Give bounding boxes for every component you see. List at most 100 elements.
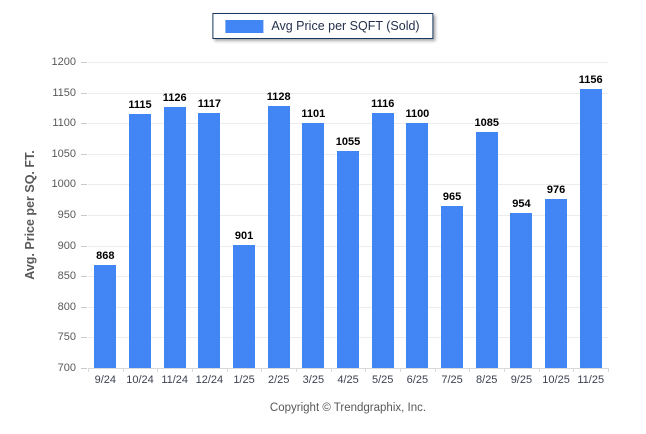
y-axis-tick-mark: [81, 368, 87, 369]
copyright-footer: Copyright © Trendgraphix, Inc.: [269, 402, 427, 414]
x-axis-label: 3/25: [302, 374, 325, 386]
gridline: [88, 123, 608, 124]
y-axis-tick-mark: [81, 93, 87, 94]
bar-column: 1085: [469, 117, 504, 368]
bar[interactable]: [337, 151, 360, 368]
bar-value-label: 1117: [197, 98, 221, 110]
bar-value-label: 1085: [474, 117, 499, 129]
bar-value-label: 1100: [405, 108, 430, 120]
x-axis-tick-mark: [157, 368, 159, 372]
y-axis-tick-label: 1100: [52, 117, 76, 129]
y-axis-tick-label: 800: [57, 301, 76, 313]
legend-swatch-icon: [225, 19, 264, 33]
bar-value-label: 901: [234, 230, 254, 242]
bar[interactable]: [545, 199, 568, 368]
x-axis-label: 9/25: [510, 374, 533, 386]
x-axis-label: 12/24: [195, 374, 224, 386]
x-axis-tick-mark: [573, 368, 575, 372]
plot-area: 700 750 800 850 900 950 1000 1050 1100 1150 1200 8…: [52, 56, 609, 374]
y-axis-tick-label: 950: [57, 209, 76, 221]
x-axis-tick-mark: [226, 368, 228, 372]
bar-column: 965: [435, 191, 470, 368]
y-axis-tick-label: 1000: [51, 178, 76, 190]
bar-value-label: 1115: [128, 99, 152, 111]
x-axis-tick-mark: [88, 368, 89, 372]
bar[interactable]: [371, 113, 394, 368]
x-axis-tick-mark: [261, 368, 263, 372]
bar-column: 1126: [157, 92, 192, 368]
bar-value-label: 1126: [162, 92, 187, 104]
y-axis-tick-mark: [81, 184, 87, 185]
bar-value-label: 976: [546, 184, 566, 196]
x-axis-tick-mark: [330, 368, 332, 372]
x-axis-tick-mark: [469, 368, 471, 372]
legend-label: Avg Price per SQFT (Sold): [271, 19, 420, 33]
bar[interactable]: [163, 107, 186, 368]
bar[interactable]: [129, 114, 151, 368]
x-axis-tick-mark: [608, 368, 609, 372]
x-axis-label: 4/25: [337, 374, 359, 386]
x-axis-label: 1/25: [233, 374, 255, 386]
x-axis-label: 10/24: [126, 374, 154, 386]
x-axis-label: 2/25: [267, 374, 290, 386]
gridline: [88, 62, 608, 63]
bar[interactable]: [302, 123, 325, 368]
x-axis-label: 8/25: [476, 374, 498, 386]
bar-column: 1116: [365, 98, 400, 368]
bar-column: 868: [88, 250, 123, 368]
bar-column: 1117: [192, 98, 227, 368]
gridline: [88, 93, 608, 94]
bar-value-label: 1128: [266, 91, 291, 103]
bars-container: 868 1115 1126 1117 901 1128 1101 1055 1116 1100 96…: [88, 62, 608, 368]
bar-column: 976: [539, 184, 574, 368]
bar[interactable]: [406, 123, 429, 368]
y-axis-tick-mark: [81, 337, 87, 338]
x-axis-label: 6/25: [406, 374, 429, 386]
x-axis-label: 11/24: [161, 374, 189, 386]
y-axis-title: Avg. Price per SQ. FT.: [23, 150, 37, 280]
bar-column: 901: [227, 230, 262, 368]
x-axis-label: 7/25: [441, 374, 463, 386]
x-axis-labels: 9/24 10/24 11/24 12/24 1/25 2/25 3/25 4/25 5/25 6…: [88, 374, 608, 386]
x-axis-label: 11/25: [577, 374, 605, 386]
x-axis-tick-mark: [192, 368, 193, 372]
y-axis-tick-mark: [81, 307, 87, 308]
x-axis-label: 10/25: [542, 374, 570, 386]
bar[interactable]: [441, 206, 464, 368]
bar[interactable]: [94, 265, 117, 368]
bar-value-label: 868: [96, 250, 115, 262]
x-axis-tick-mark: [538, 368, 540, 372]
y-axis-tick-mark: [81, 62, 87, 63]
bar-value-label: 1055: [335, 136, 361, 148]
bar-value-label: 1116: [371, 98, 395, 110]
bar[interactable]: [475, 132, 498, 368]
y-axis-tick-label: 1150: [52, 87, 76, 99]
y-axis-tick-label: 1050: [51, 148, 76, 160]
bar-value-label: 1101: [301, 108, 326, 120]
bar-column: 1156: [573, 74, 608, 368]
y-axis-tick-label: 900: [57, 240, 76, 252]
bar[interactable]: [233, 245, 256, 368]
bar[interactable]: [198, 113, 221, 368]
bar-column: 1055: [331, 136, 366, 368]
y-axis-tick-mark: [81, 154, 87, 155]
y-axis-tick-label: 750: [57, 331, 76, 343]
x-axis-label: 9/24: [94, 374, 117, 386]
gridline: [88, 368, 608, 369]
bar[interactable]: [510, 213, 533, 368]
x-axis-tick-mark: [296, 368, 297, 372]
bar[interactable]: [579, 89, 602, 368]
x-axis-tick-mark: [122, 368, 124, 372]
x-axis-ticks: [88, 368, 609, 372]
bar-value-label: 954: [512, 198, 531, 210]
bar-column: 1115: [123, 99, 158, 368]
y-axis-tick-mark: [81, 123, 87, 124]
y-axis-tick-label: 1200: [51, 56, 76, 68]
x-axis-tick-mark: [365, 368, 367, 372]
bar-value-label: 1156: [578, 74, 603, 86]
bar[interactable]: [267, 106, 290, 368]
y-axis-tick-label: 850: [57, 270, 76, 282]
x-axis-label: 5/25: [372, 374, 394, 386]
legend: Avg Price per SQFT (Sold): [212, 13, 434, 39]
